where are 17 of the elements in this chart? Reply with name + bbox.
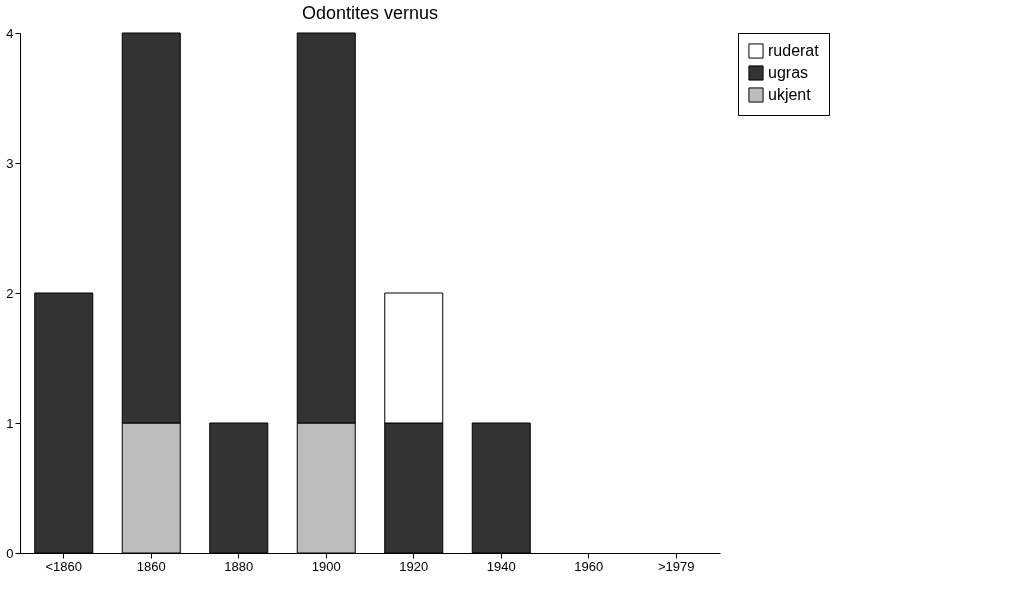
x-tick-label: >1979 <box>657 558 695 574</box>
x-tick-label: 1960 <box>574 558 604 574</box>
x-tick-label: <1860 <box>45 558 83 574</box>
y-tick-label: 2 <box>6 285 14 301</box>
legend-label: ukjent <box>768 86 812 103</box>
chart-title: Odontites vernus <box>301 3 439 23</box>
x-tick-label: 1900 <box>311 558 341 574</box>
y-tick-label: 4 <box>6 25 14 41</box>
x-tick-label: 1940 <box>486 558 516 574</box>
y-tick-label: 0 <box>6 545 14 561</box>
x-tick-label: 1920 <box>399 558 429 574</box>
y-tick-label: 3 <box>6 155 14 171</box>
legend-label: ruderat <box>768 42 820 59</box>
y-tick-label: 1 <box>6 415 14 431</box>
x-tick-label: 1860 <box>136 558 166 574</box>
legend-label: ugras <box>768 64 809 81</box>
x-tick-label: 1880 <box>224 558 254 574</box>
